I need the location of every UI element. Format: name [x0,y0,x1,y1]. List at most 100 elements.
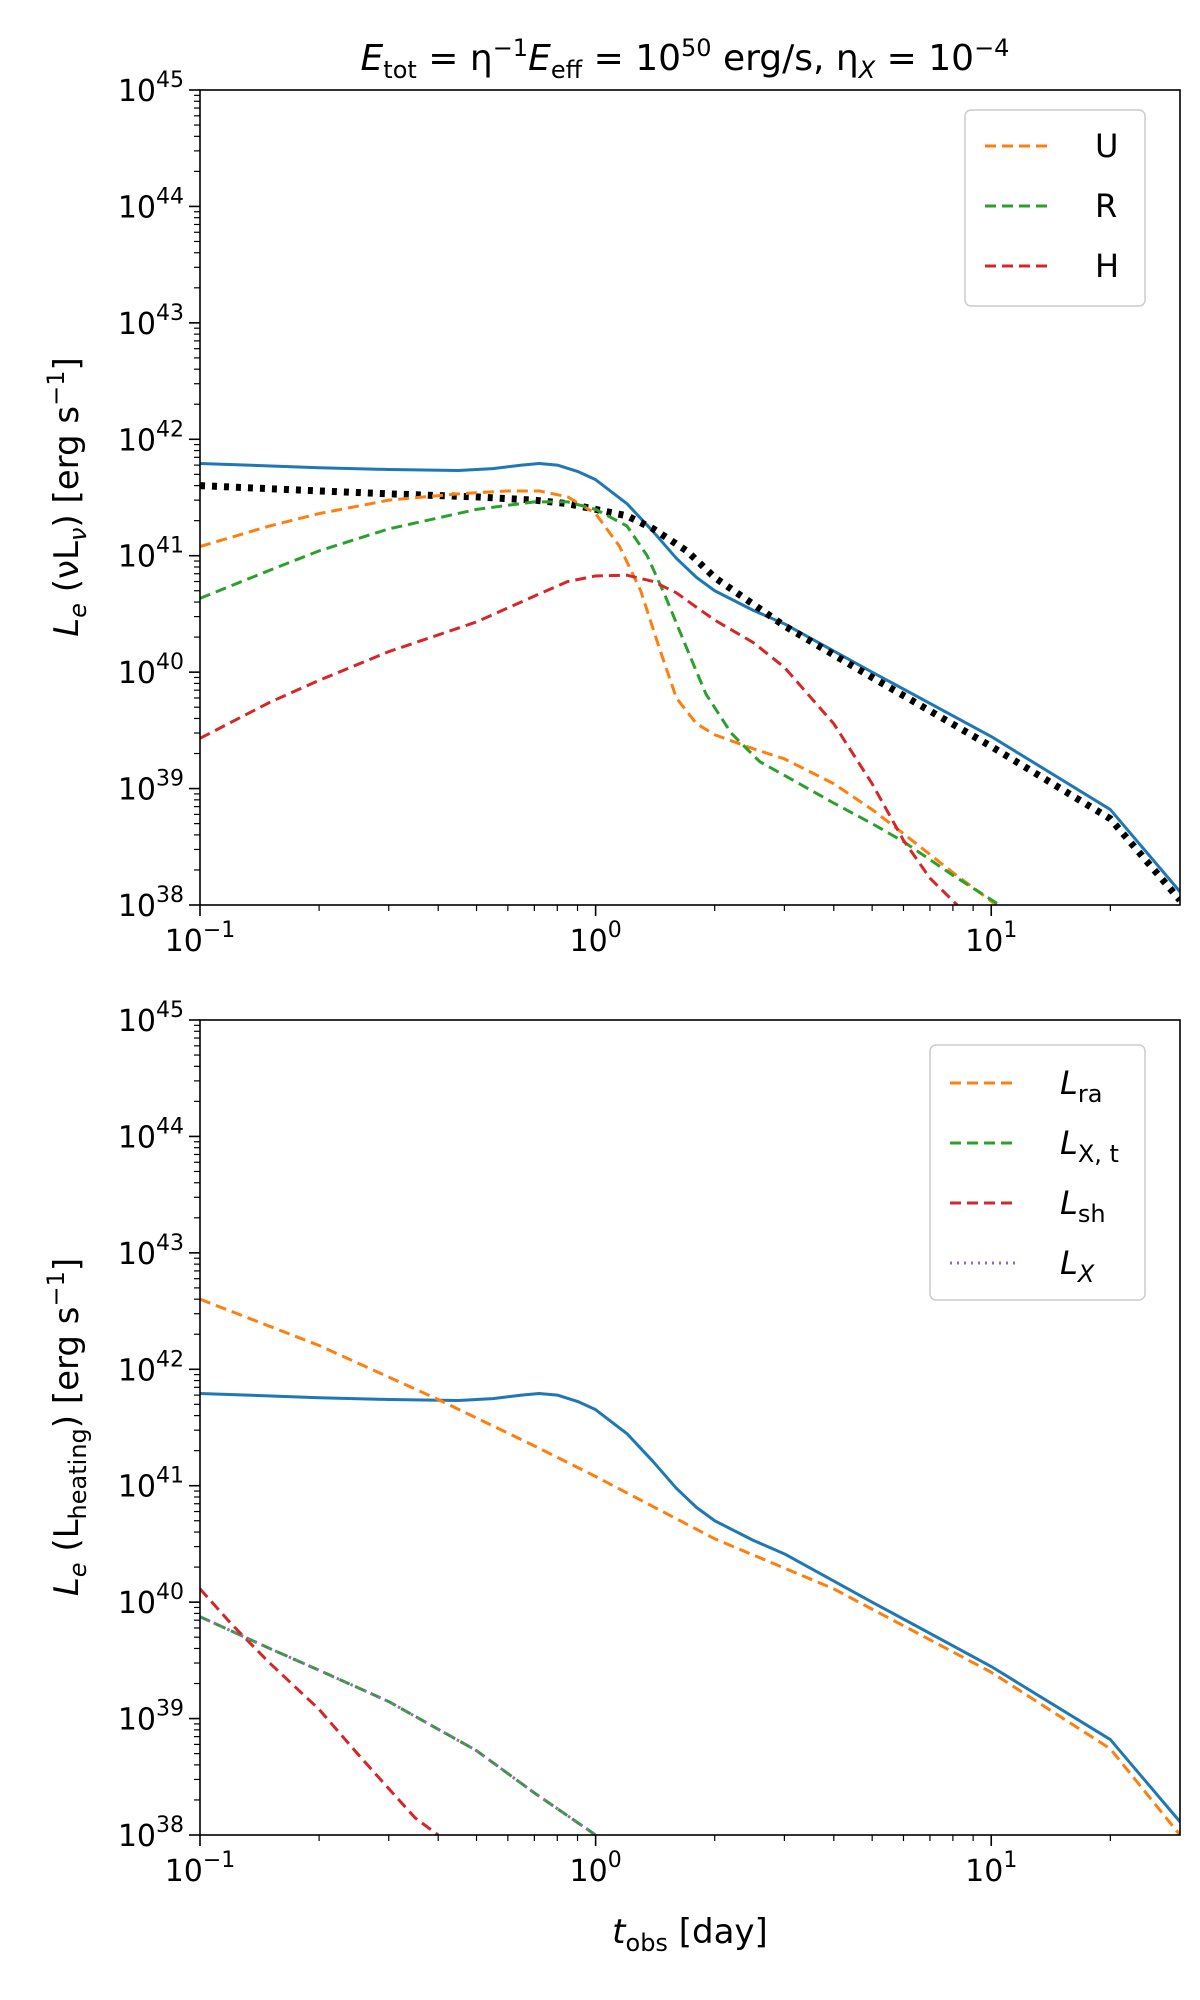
y-tick-label: 1039 [118,767,184,808]
legend-label-part: X, t [1078,1140,1119,1168]
ylabel-part: e [64,603,92,618]
x-tick-label: 101 [965,1848,1017,1889]
y-tick-label: 1042 [118,417,184,458]
bottom-series-group [200,1297,1180,1835]
tick-base: 10 [118,1353,156,1388]
series-line-black-dotted [200,482,1180,903]
tick-base: 10 [570,1854,608,1889]
legend-label-part: X [1076,1260,1095,1288]
y-tick-label: 1043 [118,301,184,342]
ylabel-part: L [47,618,87,637]
legend-label-u: U [1095,127,1118,165]
title-part: 50 [681,34,712,62]
tick-base: 10 [118,1470,156,1505]
legend-label-lx: LX [1060,1244,1095,1288]
tick-base: 10 [118,1586,156,1621]
tick-base: 10 [965,924,1003,959]
x-tick-label: 100 [570,1848,622,1889]
legend-label-part: L [1060,1124,1078,1162]
tick-exponent: 44 [156,1114,184,1139]
tick-exponent: 38 [156,1813,184,1838]
legend-label-lra: Lra [1060,1064,1102,1108]
bottom-ticks: 10−1 100 101103810391040104110421043104410… [118,998,1111,1889]
series-line-l-x-t [200,1615,597,1835]
series-line-u [200,489,998,905]
y-tick-label: 1045 [118,998,184,1039]
legend-label-part: L [1060,1244,1078,1282]
tick-base: 10 [118,74,156,109]
title-part: = η [417,38,493,79]
y-tick-label: 1044 [118,1114,184,1155]
tick-base: 10 [118,773,156,808]
y-tick-label: 1040 [118,650,184,691]
panel-top-chart: Etot = η−1Eeff = 1050 erg/s, ηX = 10−4 1… [42,34,1181,959]
title-part: −4 [974,34,1009,62]
series-line-r [200,500,1001,905]
ylabel-part: ] [47,357,87,370]
tick-exponent: 1 [1003,918,1017,943]
tick-base: 10 [118,540,156,575]
title-part: X [857,56,876,84]
xlabel-part: [day] [668,1912,768,1952]
y-tick-label: 1038 [118,1813,184,1854]
chart-title: Etot = η−1Eeff = 1050 erg/s, ηX = 10−4 [361,34,1010,84]
tick-base: 10 [118,656,156,691]
tick-exponent: 40 [156,1580,184,1605]
bottom-plot-frame [199,1019,1181,1836]
title-part: tot [383,56,417,84]
y-tick-label: 1041 [118,534,184,575]
tick-exponent: 43 [156,301,184,326]
tick-exponent: 43 [156,1231,184,1256]
top-legend: U R H [964,109,1146,307]
ylabel-part: −1 [42,370,70,405]
title-part: E [361,38,384,79]
tick-exponent: 42 [156,1347,184,1372]
title-part: = 10 [875,38,974,79]
tick-exponent: 45 [156,998,184,1023]
ylabel-part: heating [64,1428,92,1519]
tick-base: 10 [118,423,156,458]
tick-base: 10 [570,924,608,959]
y-tick-label: 1044 [118,184,184,225]
tick-exponent: 42 [156,417,184,442]
series-line-l-e-total [200,461,1180,893]
tick-exponent: 41 [156,1464,184,1489]
tick-exponent: 38 [156,883,184,908]
legend-label-h: H [1095,247,1119,285]
y-tick-label: 1038 [118,883,184,924]
tick-exponent: 44 [156,184,184,209]
tick-base: 10 [118,307,156,342]
tick-base: 10 [118,889,156,924]
series-line-l-e-total [200,1391,1180,1823]
xlabel-part: t [612,1912,627,1952]
tick-base: 10 [965,1854,1003,1889]
legend-label-part: ra [1078,1080,1103,1108]
title-part: = 10 [582,38,681,79]
y-tick-label: 1043 [118,1231,184,1272]
series-line-l-ra [200,1297,1180,1835]
series-line-l-x [200,1615,597,1835]
x-tick-label: 101 [965,918,1017,959]
tick-exponent: 39 [156,1697,184,1722]
y-tick-label: 1042 [118,1347,184,1388]
tick-exponent: 39 [156,767,184,792]
tick-exponent: 0 [608,918,622,943]
legend-box [929,1044,1146,1301]
ylabel-part: ) [erg s [47,1306,87,1428]
y-tick-label: 1045 [118,68,184,109]
top-series-group [200,461,1180,905]
legend-label-r: R [1095,187,1117,225]
ylabel-part: ] [47,1258,87,1271]
tick-exponent: −1 [203,918,235,943]
ylabel-part: L [47,1577,87,1596]
xlabel-part: obs [626,1929,668,1957]
top-ylabel: Le (νLν) [erg s−1] [42,357,92,637]
legend-label-lsh: Lsh [1060,1184,1106,1228]
series-line-l-sh [200,1587,440,1835]
tick-base: 10 [118,1703,156,1738]
ylabel-part: (νL [47,541,87,603]
title-part: erg/s, η [712,38,859,79]
tick-exponent: 45 [156,68,184,93]
ylabel-part: e [64,1562,92,1577]
tick-base: 10 [118,1120,156,1155]
